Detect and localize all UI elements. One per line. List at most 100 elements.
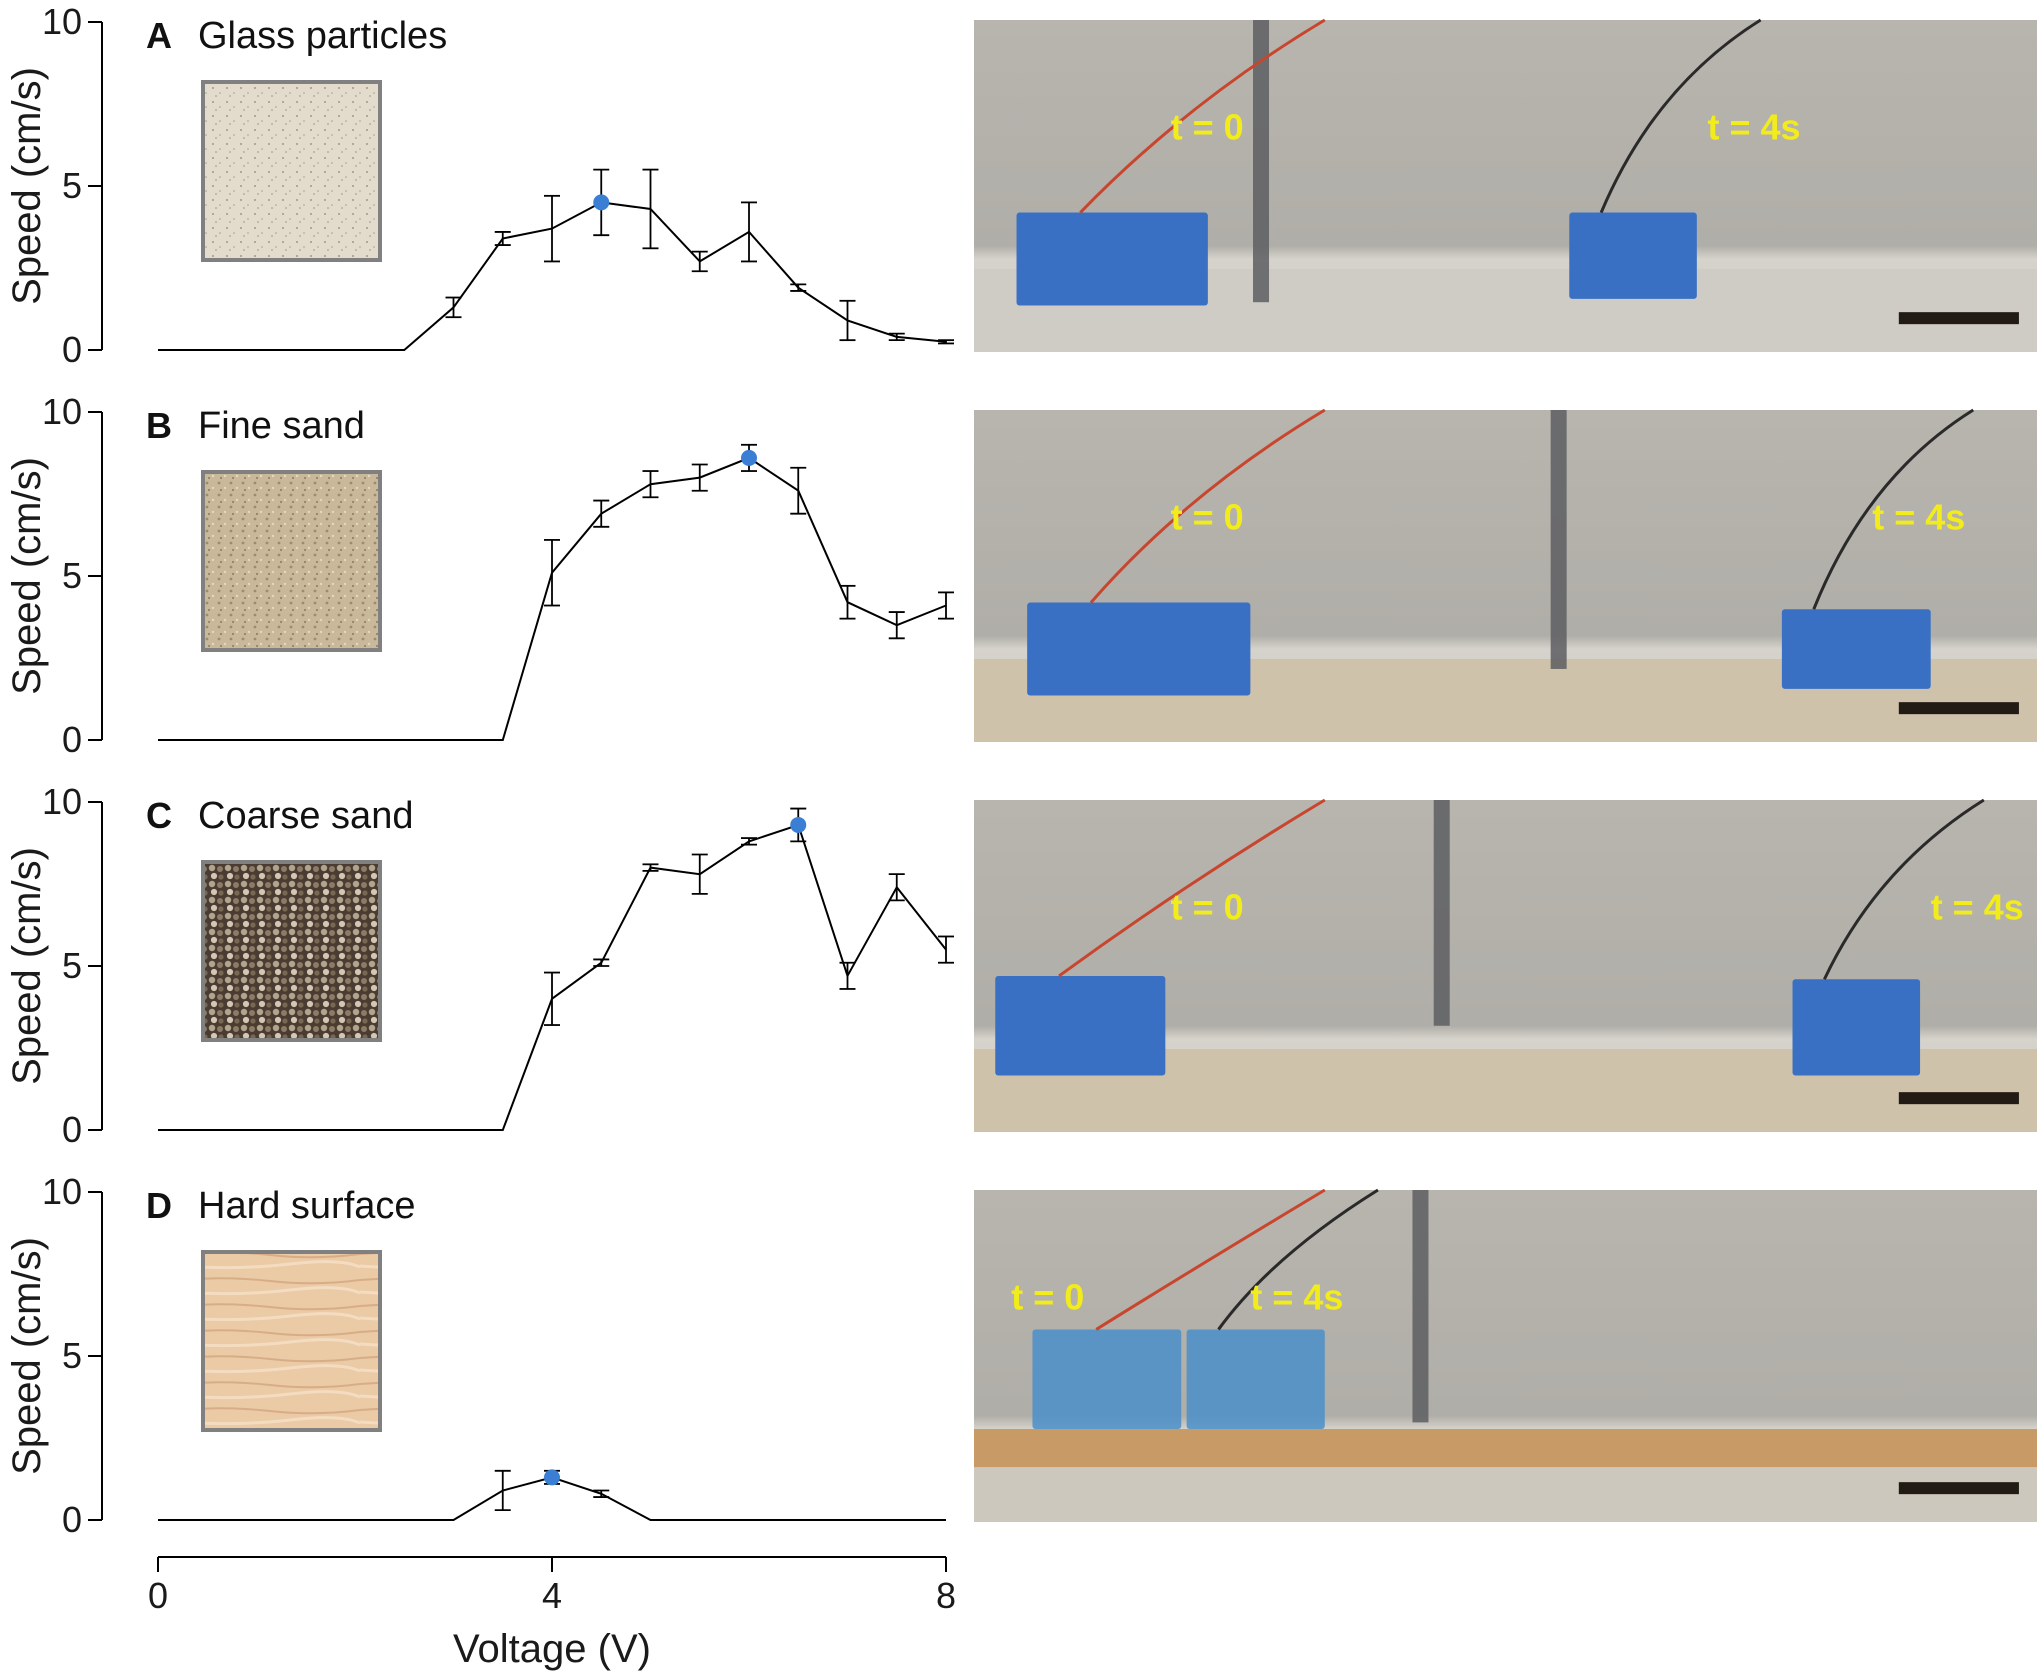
highlight-point xyxy=(741,449,757,466)
material-swatch xyxy=(201,1250,382,1432)
error-bar xyxy=(938,591,954,620)
y-tick-label: 5 xyxy=(62,1335,82,1376)
error-bar xyxy=(888,611,905,640)
y-tick-label: 0 xyxy=(62,1109,82,1150)
error-bar xyxy=(544,971,560,1026)
y-axis-label: Speed (cm/s) xyxy=(5,1237,49,1475)
y-tick-label: 10 xyxy=(42,781,82,822)
time-label-end: t = 4s xyxy=(1250,1277,1343,1318)
panel-title: Hard surface xyxy=(198,1185,416,1227)
panel-label: A xyxy=(146,15,172,56)
tank-strut xyxy=(1253,20,1270,303)
y-tick-label: 10 xyxy=(42,1,82,42)
y-tick-label: 5 xyxy=(62,555,82,596)
error-bar xyxy=(741,201,757,263)
tank-strut xyxy=(1433,800,1450,1026)
y-axis-label: Speed (cm/s) xyxy=(5,847,49,1085)
chart-panel-b: 0 5 10 Speed (cm/s) B Fine sand t = 0 t = 4s xyxy=(5,391,2037,760)
tank-strut xyxy=(1412,1190,1429,1423)
time-label-start: t = 0 xyxy=(1171,107,1244,148)
y-tick-label: 5 xyxy=(62,945,82,986)
highlight-point xyxy=(790,816,807,833)
x-tick-label: 8 xyxy=(936,1575,956,1616)
y-tick-label: 0 xyxy=(62,329,82,370)
error-bar xyxy=(593,958,610,967)
x-tick-label: 4 xyxy=(542,1575,562,1616)
highlight-point xyxy=(544,1469,560,1486)
error-bar xyxy=(593,1489,610,1498)
wire xyxy=(1823,798,1985,980)
error-bar xyxy=(642,168,659,250)
experiment-photo: t = 0 t = 4s xyxy=(974,798,2037,1132)
highlight-point xyxy=(593,194,610,211)
y-tick-label: 5 xyxy=(62,165,82,206)
panel-label: C xyxy=(146,795,172,836)
error-bar xyxy=(790,466,807,515)
error-bar xyxy=(839,584,856,620)
robot-block xyxy=(1792,979,1921,1076)
chart-panel-d: 0 5 10 Speed (cm/s) D Hard surface t = 0 t = 4s xyxy=(5,1171,2037,1540)
time-label-start: t = 0 xyxy=(1171,887,1244,928)
material-swatch xyxy=(201,860,382,1042)
robot-block xyxy=(1027,602,1251,696)
y-tick-label: 10 xyxy=(42,391,82,432)
scale-bar xyxy=(1898,312,2019,325)
y-tick-label: 0 xyxy=(62,719,82,760)
tank-strut xyxy=(1550,410,1567,669)
wire xyxy=(1079,18,1326,214)
wire xyxy=(1058,798,1326,978)
experiment-photo: t = 0 t = 4s xyxy=(974,408,2037,742)
wire xyxy=(1599,18,1762,214)
error-bar xyxy=(741,837,757,846)
robot-block xyxy=(1016,212,1208,306)
error-bar xyxy=(642,863,659,872)
robot-block xyxy=(1186,1329,1325,1430)
error-bar xyxy=(494,1469,511,1512)
error-bar xyxy=(544,539,560,607)
y-tick-label: 0 xyxy=(62,1499,82,1540)
error-bar xyxy=(691,853,708,895)
error-bar xyxy=(938,935,954,964)
error-bar xyxy=(888,873,905,902)
panel-label: B xyxy=(146,405,172,446)
chart-panel-c: 0 5 10 Speed (cm/s) C Coarse sand t = 0 t = 4s xyxy=(5,781,2037,1150)
y-axis-label: Speed (cm/s) xyxy=(5,67,49,305)
scale-bar xyxy=(1898,702,2019,715)
panel-title: Fine sand xyxy=(198,405,365,447)
robot-block xyxy=(1569,212,1697,299)
experiment-photo: t = 0 t = 4s xyxy=(974,18,2037,352)
error-bar xyxy=(642,470,659,499)
time-label-start: t = 0 xyxy=(1011,1277,1084,1318)
error-bar xyxy=(888,332,905,342)
panel-title: Glass particles xyxy=(198,15,447,57)
y-axis-label: Speed (cm/s) xyxy=(5,457,49,695)
scale-bar xyxy=(1898,1092,2019,1105)
x-axis: 0 4 8 Voltage (V) xyxy=(148,1556,956,1671)
scale-bar xyxy=(1898,1482,2019,1495)
robot-block xyxy=(1781,609,1931,689)
robot-block xyxy=(1032,1329,1182,1430)
error-bar xyxy=(691,463,708,492)
x-axis-label: Voltage (V) xyxy=(453,1627,651,1671)
time-label-end: t = 4s xyxy=(1707,107,1800,148)
floor-under-board xyxy=(974,1467,2037,1522)
wire xyxy=(1812,408,1975,610)
x-tick-label: 0 xyxy=(148,1575,168,1616)
robot-block xyxy=(995,975,1166,1076)
error-bar xyxy=(790,283,807,292)
error-bar xyxy=(494,231,511,246)
panel-label: D xyxy=(146,1185,172,1226)
time-label-end: t = 4s xyxy=(1931,887,2024,928)
error-bar xyxy=(593,499,610,528)
error-bar xyxy=(938,339,954,345)
time-label-end: t = 4s xyxy=(1872,497,1965,538)
time-label-start: t = 0 xyxy=(1171,497,1244,538)
material-swatch xyxy=(201,80,382,262)
experiment-photo: t = 0 t = 4s xyxy=(974,1188,2037,1522)
y-tick-label: 10 xyxy=(42,1171,82,1212)
error-bar xyxy=(839,299,856,342)
error-bar xyxy=(839,961,856,990)
wire xyxy=(1217,1188,1379,1331)
